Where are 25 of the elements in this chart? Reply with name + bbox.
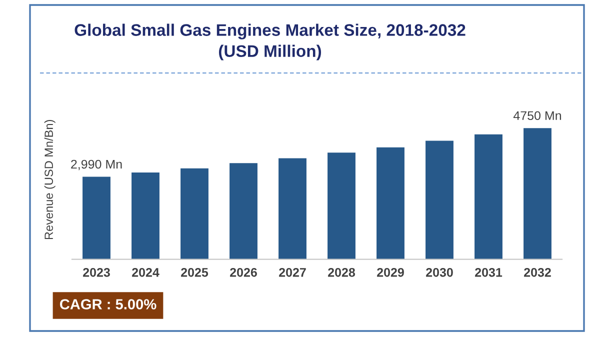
bar — [474, 134, 502, 260]
x-tick-label: 2023 — [83, 268, 110, 277]
x-tick-label: 2025 — [181, 268, 208, 277]
x-tick-label: 2027 — [279, 268, 306, 277]
x-tick-label: 2028 — [328, 268, 356, 277]
data-label: 4750 Mn — [513, 111, 562, 120]
x-tick-label: 2030 — [426, 268, 453, 277]
x-tick-label: 2031 — [475, 268, 502, 277]
bar — [132, 172, 160, 260]
bar — [376, 147, 404, 260]
x-tick-label: 2032 — [524, 268, 551, 277]
bar — [328, 152, 356, 260]
bar — [230, 163, 258, 260]
data-label: 2,990 Mn — [71, 160, 122, 170]
bar — [180, 168, 208, 260]
bar — [426, 140, 454, 260]
bar — [524, 128, 552, 260]
x-tick-label: 2024 — [132, 268, 160, 277]
chart-title: Global Small Gas Engines Market Size, 2018-2032 (USD Million) — [74, 24, 466, 60]
y-axis-title: Revenue (USD Mn/Bn) — [44, 120, 56, 240]
x-tick-label: 2026 — [230, 268, 257, 277]
x-tick-label: 2029 — [377, 268, 404, 277]
bar — [278, 158, 306, 260]
bar — [82, 176, 110, 260]
text: CAGR : 5.00% — [60, 299, 156, 310]
